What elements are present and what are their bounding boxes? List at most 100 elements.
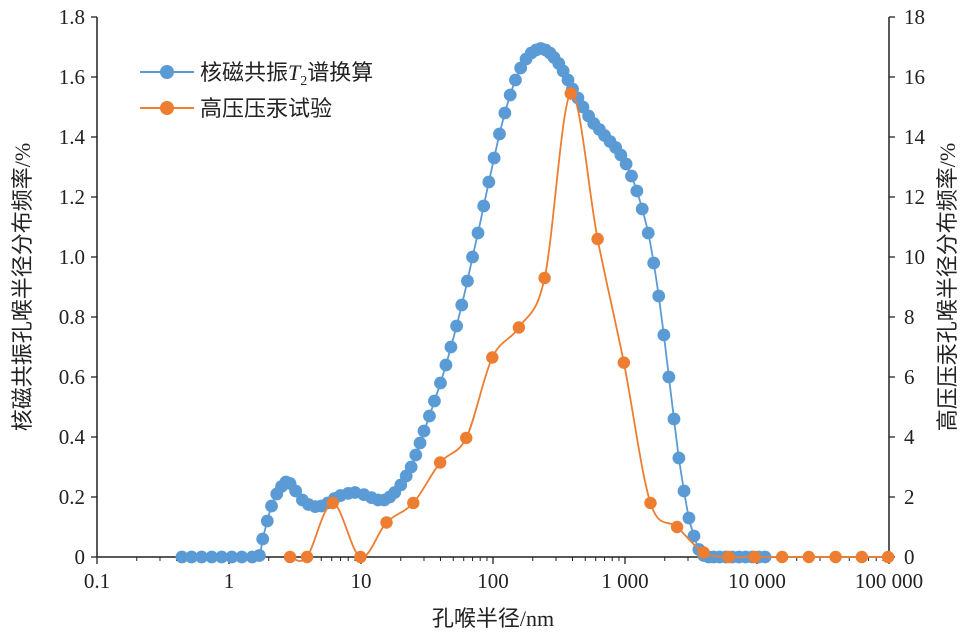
series-1-point	[667, 412, 681, 426]
series-1-point	[687, 529, 701, 543]
series-1-line	[181, 47, 766, 559]
series-1-point	[434, 376, 447, 390]
series-1-point	[625, 169, 638, 183]
series-1-point	[423, 409, 436, 423]
series-2-point	[300, 550, 314, 564]
series-1-point	[265, 499, 278, 513]
y-left-tick-label: 1.2	[59, 185, 85, 209]
y-right-tick-label: 0	[904, 545, 915, 569]
series-1-point	[657, 328, 671, 342]
series-1-point	[682, 511, 696, 525]
series-1-point	[672, 451, 686, 465]
series-2-point	[722, 550, 735, 564]
series-1-point	[439, 358, 453, 372]
series-1-point	[225, 550, 239, 564]
plot-area	[175, 42, 895, 564]
series-1-point	[493, 127, 506, 141]
y-left-tick-label: 0.2	[59, 485, 85, 509]
x-tick-label: 10 000	[728, 569, 786, 593]
series-2-point	[802, 550, 816, 564]
series-2-point	[538, 271, 551, 285]
series-2-point	[354, 550, 367, 564]
series-2-point	[283, 550, 297, 564]
series-2-point	[748, 550, 761, 564]
series-2-point	[617, 356, 631, 369]
series-1-point	[630, 184, 644, 198]
series-1-point	[647, 256, 661, 270]
series-1-point	[498, 106, 512, 120]
y-right-tick-label: 12	[904, 185, 925, 209]
series-1-point	[471, 226, 485, 240]
y-right-tick-label: 10	[904, 245, 925, 269]
y-left-tick-label: 1.0	[59, 245, 85, 269]
y-left-tick-label: 1.6	[59, 65, 85, 89]
legend-marker-2	[160, 101, 174, 115]
axes: 0.1 1 10 100 1 000 10 000 100 00000.20.40.60.8…	[59, 5, 926, 593]
series-2-point	[460, 431, 473, 445]
series-1-point	[413, 436, 427, 450]
x-tick-label: 1	[224, 569, 235, 593]
series-2-point	[433, 456, 447, 469]
series-1-point	[444, 340, 458, 354]
series-1-point	[409, 448, 423, 462]
series-1-point	[509, 73, 522, 87]
series-1-point	[450, 319, 463, 333]
y-left-tick-label: 0.8	[59, 305, 85, 329]
series-1-point	[404, 460, 418, 474]
legend-label-1-sub: 2	[300, 74, 307, 89]
x-tick-label: 10	[351, 569, 372, 593]
y-right-tick-label: 18	[904, 5, 925, 29]
series-2-point	[775, 550, 789, 564]
series-2-point	[670, 520, 684, 534]
series-2-point	[407, 496, 420, 510]
legend-label-1-tail: 谱换算	[307, 60, 373, 85]
series-1-point	[455, 298, 469, 312]
series-2-point	[512, 321, 526, 334]
y-right-tick-label: 6	[904, 365, 915, 389]
y-right-tick-label: 14	[904, 125, 926, 149]
series-1-point	[482, 175, 496, 189]
series-1-point	[477, 199, 491, 213]
series-1-point	[428, 394, 441, 408]
series-1-point	[619, 157, 633, 171]
legend-label-1-part: 核磁共振	[200, 60, 288, 85]
series-1-point	[487, 151, 501, 165]
series-2-point	[486, 351, 499, 364]
series-1-point	[641, 226, 655, 240]
y-axis-right-title: 高压压汞孔喉半径分布频率/%	[935, 143, 960, 431]
y-right-tick-label: 8	[904, 305, 915, 329]
legend-label-1: 核磁共振T2谱换算	[200, 60, 373, 89]
series-1-point	[677, 484, 691, 498]
y-right-tick-label: 16	[904, 65, 925, 89]
series-2-point	[326, 496, 339, 510]
y-left-tick-label: 0.4	[59, 425, 86, 449]
series-1-point	[662, 370, 676, 384]
series-2-point	[881, 550, 895, 564]
y-right-tick-label: 2	[904, 485, 915, 509]
series-1-point	[235, 550, 249, 564]
y-axis-left-title: 核磁共振孔喉半径分布频率/%	[10, 143, 35, 431]
x-tick-label: 1 000	[601, 569, 648, 593]
series-1-point	[215, 550, 229, 564]
series-1-point	[461, 274, 474, 288]
series-1-point	[652, 289, 666, 303]
series-1-point	[253, 549, 266, 562]
series-1	[175, 42, 772, 564]
legend-label-2: 高压压汞试验	[200, 96, 332, 121]
series-2-point	[644, 496, 657, 510]
series-2-point	[697, 546, 710, 559]
series-1-point	[195, 550, 209, 564]
series-2	[283, 87, 895, 564]
series-1-point	[417, 424, 431, 438]
legend-label-1-italic: T	[288, 60, 302, 85]
x-tick-label: 100 000	[855, 569, 923, 593]
series-1-point	[256, 532, 270, 546]
y-left-tick-label: 0.6	[59, 365, 85, 389]
series-1-point	[635, 202, 649, 216]
series-2-point	[829, 550, 842, 564]
series-1-point	[205, 550, 219, 564]
series-2-point	[564, 87, 577, 100]
y-left-tick-label: 1.8	[59, 5, 85, 29]
y-left-tick-label: 0	[75, 545, 86, 569]
